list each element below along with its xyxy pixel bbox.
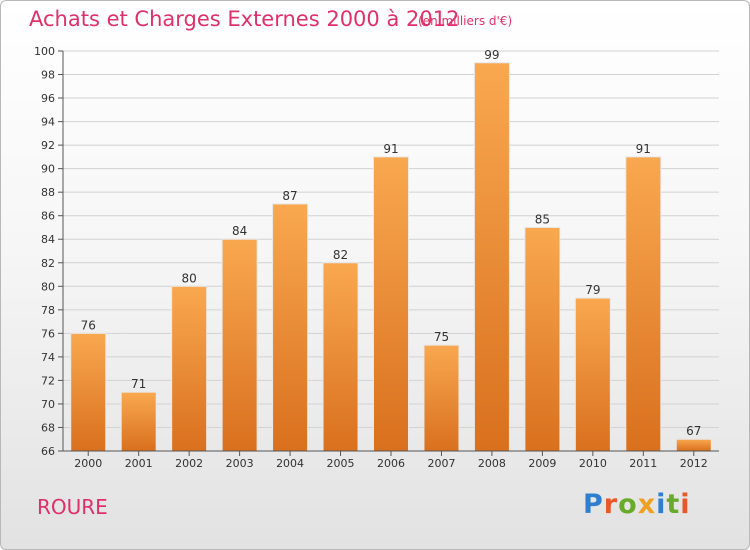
y-tick-label: 84 [41, 233, 55, 246]
x-tick-label: 2012 [680, 457, 708, 470]
logo-letter: r [603, 489, 619, 520]
commune-name: ROURE [37, 495, 108, 519]
y-tick-label: 96 [41, 92, 55, 105]
x-tick-label: 2006 [377, 457, 405, 470]
bar [120, 391, 157, 452]
bar [574, 297, 611, 452]
x-tick-label: 2002 [175, 457, 203, 470]
x-tick-label: 2004 [276, 457, 304, 470]
x-tick-label: 2007 [427, 457, 455, 470]
x-tick-label: 2011 [629, 457, 657, 470]
y-tick-label: 74 [41, 351, 55, 364]
bar-value-label: 80 [182, 271, 197, 285]
bar-value-label: 67 [686, 424, 701, 438]
bar [473, 62, 510, 452]
bar [322, 262, 359, 452]
bar [524, 226, 561, 452]
bar [423, 344, 460, 452]
proxiti-logo: Proxiti [583, 489, 691, 520]
bar-value-label: 99 [484, 48, 499, 62]
y-tick-label: 88 [41, 186, 55, 199]
y-tick-label: 90 [41, 163, 55, 176]
y-tick-label: 80 [41, 280, 55, 293]
bar [221, 238, 258, 452]
axes: 66 68 70 72 74 76 78 80 82 84 86 88 90 92 94 96 98 100 200… [34, 45, 719, 470]
logo-letter: P [583, 489, 604, 520]
bar-value-label: 76 [81, 318, 96, 332]
logo-letter: i [680, 489, 691, 520]
bar-value-label: 71 [131, 377, 146, 391]
bar-value-label: 79 [585, 283, 600, 297]
y-tick-label: 100 [34, 45, 55, 58]
y-tick-label: 68 [41, 421, 55, 434]
x-tick-label: 2001 [125, 457, 153, 470]
y-tick-label: 94 [41, 116, 55, 129]
x-tick-label: 2009 [528, 457, 556, 470]
logo-letter: t [666, 489, 681, 520]
bar [70, 332, 107, 452]
y-tick-label: 82 [41, 257, 55, 270]
logo-letter: o [618, 489, 638, 520]
y-tick-label: 72 [41, 374, 55, 387]
x-tick-label: 2010 [579, 457, 607, 470]
x-tick-label: 2008 [478, 457, 506, 470]
bar [625, 156, 662, 452]
bar [373, 156, 409, 452]
x-tick-label: 2005 [327, 457, 355, 470]
bar-value-label: 87 [282, 189, 297, 203]
logo-letter: i [656, 489, 667, 520]
bar-value-label: 82 [333, 248, 348, 262]
y-tick-label: 78 [41, 304, 55, 317]
bar [675, 438, 712, 452]
y-tick-label: 66 [41, 445, 55, 458]
bar-value-label: 85 [535, 212, 550, 226]
chart-unit: (en milliers d'€) [418, 14, 513, 28]
bar [272, 203, 309, 452]
x-tick-label: 2000 [74, 457, 102, 470]
x-tick-label: 2003 [226, 457, 254, 470]
y-tick-label: 86 [41, 210, 55, 223]
bar-value-label: 75 [434, 330, 449, 344]
y-tick-label: 92 [41, 139, 55, 152]
bar-value-label: 84 [232, 224, 247, 238]
y-tick-label: 98 [41, 69, 55, 82]
logo-letter: x [637, 489, 657, 520]
y-tick-label: 70 [41, 398, 55, 411]
bar-value-label: 91 [636, 142, 651, 156]
bars: 76 71 80 84 87 82 91 75 99 85 79 91 67 [70, 48, 712, 452]
bar [171, 285, 208, 452]
y-tick-label: 76 [41, 327, 55, 340]
chart-title: Achats et Charges Externes 2000 à 2012 [29, 7, 460, 31]
bar-value-label: 91 [383, 142, 398, 156]
